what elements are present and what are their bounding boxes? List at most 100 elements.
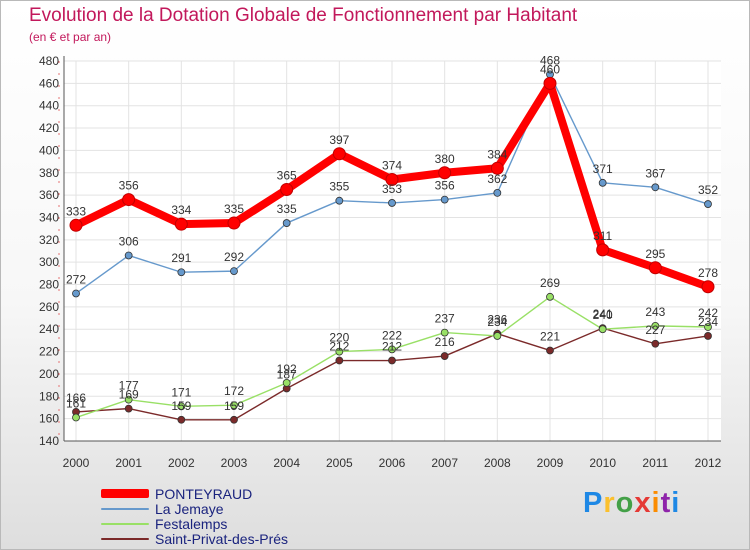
y-tick-label: 340: [39, 210, 59, 224]
legend-swatch: [101, 522, 149, 525]
data-point: [651, 183, 660, 192]
data-label: 295: [645, 247, 665, 261]
data-point: [282, 219, 291, 227]
y-tick-label: 240: [39, 322, 59, 336]
legend-label: Festalemps: [155, 515, 228, 532]
data-label: 353: [382, 182, 402, 196]
data-label: 367: [645, 166, 665, 180]
data-point: [124, 395, 133, 404]
legend-swatch: [101, 537, 149, 540]
data-label: 397: [329, 133, 349, 147]
data-point: [335, 356, 344, 365]
data-label: 236: [487, 313, 507, 327]
data-label: 234: [698, 315, 718, 329]
data-label: 221: [540, 329, 560, 343]
data-point: [598, 178, 607, 187]
data-label: 237: [435, 312, 455, 326]
y-tick-label: 260: [39, 300, 59, 314]
x-tick-label: 2011: [642, 456, 668, 470]
data-label: 291: [171, 251, 191, 265]
data-label: 227: [645, 323, 665, 337]
data-label: 177: [119, 379, 139, 393]
x-tick-label: 2000: [63, 456, 90, 470]
data-point: [335, 347, 344, 356]
legend-label: La Jemaye: [155, 500, 224, 517]
data-label: 241: [593, 307, 613, 321]
data-label: 384: [487, 147, 507, 161]
data-point: [230, 401, 238, 410]
x-tick-label: 2006: [379, 456, 406, 470]
x-tick-label: 2008: [484, 456, 511, 470]
data-label: 278: [698, 266, 718, 280]
data-point: [174, 217, 188, 231]
data-label: 187: [277, 367, 297, 381]
x-tick-label: 2003: [221, 456, 248, 470]
legend-label: Saint-Privat-des-Prés: [155, 530, 289, 547]
data-point: [124, 251, 133, 260]
y-tick-label: 440: [39, 99, 59, 113]
data-point: [546, 292, 554, 301]
data-point: [598, 325, 607, 334]
data-label: 468: [540, 53, 560, 67]
x-tick-label: 2001: [115, 456, 142, 470]
data-point: [385, 172, 399, 186]
x-tick-label: 2012: [695, 456, 722, 470]
data-label: 159: [171, 399, 191, 413]
data-point: [546, 346, 554, 355]
data-point: [704, 332, 712, 340]
data-point: [440, 195, 449, 204]
y-tick-label: 420: [39, 121, 59, 135]
data-label: 234: [487, 315, 507, 329]
legend-swatch: [101, 489, 149, 498]
data-label: 335: [277, 202, 297, 216]
data-point: [177, 415, 186, 424]
data-label: 212: [382, 340, 402, 354]
proxiti-logo: Proxiti: [583, 487, 681, 519]
data-point: [440, 328, 449, 337]
data-label: 292: [224, 250, 244, 264]
data-label: 269: [540, 276, 560, 290]
data-point: [282, 378, 291, 387]
data-label: 172: [224, 384, 244, 398]
data-label: 362: [487, 172, 507, 186]
data-point: [704, 323, 712, 331]
data-point: [704, 200, 712, 208]
x-tick-label: 2010: [589, 456, 616, 470]
data-point: [332, 147, 346, 161]
data-point: [280, 183, 294, 197]
data-point: [388, 356, 396, 365]
data-label: 272: [66, 272, 86, 286]
data-point: [493, 188, 502, 197]
data-label: 333: [66, 204, 86, 218]
data-point: [177, 268, 186, 277]
data-label: 365: [277, 169, 297, 183]
data-label: 220: [329, 331, 349, 345]
data-label: 335: [224, 202, 244, 216]
data-label: 371: [593, 162, 613, 176]
y-tick-label: 280: [39, 278, 59, 292]
y-tick-label: 380: [39, 166, 59, 180]
data-label: 243: [645, 305, 665, 319]
chart-subtitle: (en € et par an): [29, 30, 112, 44]
data-label: 380: [435, 152, 455, 166]
data-label: 374: [382, 158, 402, 172]
y-tick-label: 140: [39, 434, 59, 448]
data-label: 171: [171, 385, 191, 399]
data-point: [596, 243, 610, 257]
data-label: 460: [540, 62, 560, 76]
data-label: 222: [382, 328, 402, 342]
data-label: 242: [698, 306, 718, 320]
data-point: [493, 332, 502, 340]
data-point: [648, 261, 662, 275]
data-label: 356: [119, 179, 139, 193]
data-point: [122, 193, 136, 207]
data-point: [230, 267, 238, 276]
data-point: [490, 161, 504, 175]
legend-item-la-jemaye: La Jemaye: [101, 500, 288, 517]
y-tick-label: 400: [39, 143, 59, 157]
data-point: [124, 404, 133, 413]
legend: PONTEYRAUD La Jemaye Festalemps Saint-Pr…: [101, 486, 289, 547]
data-point: [335, 196, 344, 205]
data-point: [388, 345, 396, 354]
data-label: 352: [698, 183, 718, 197]
